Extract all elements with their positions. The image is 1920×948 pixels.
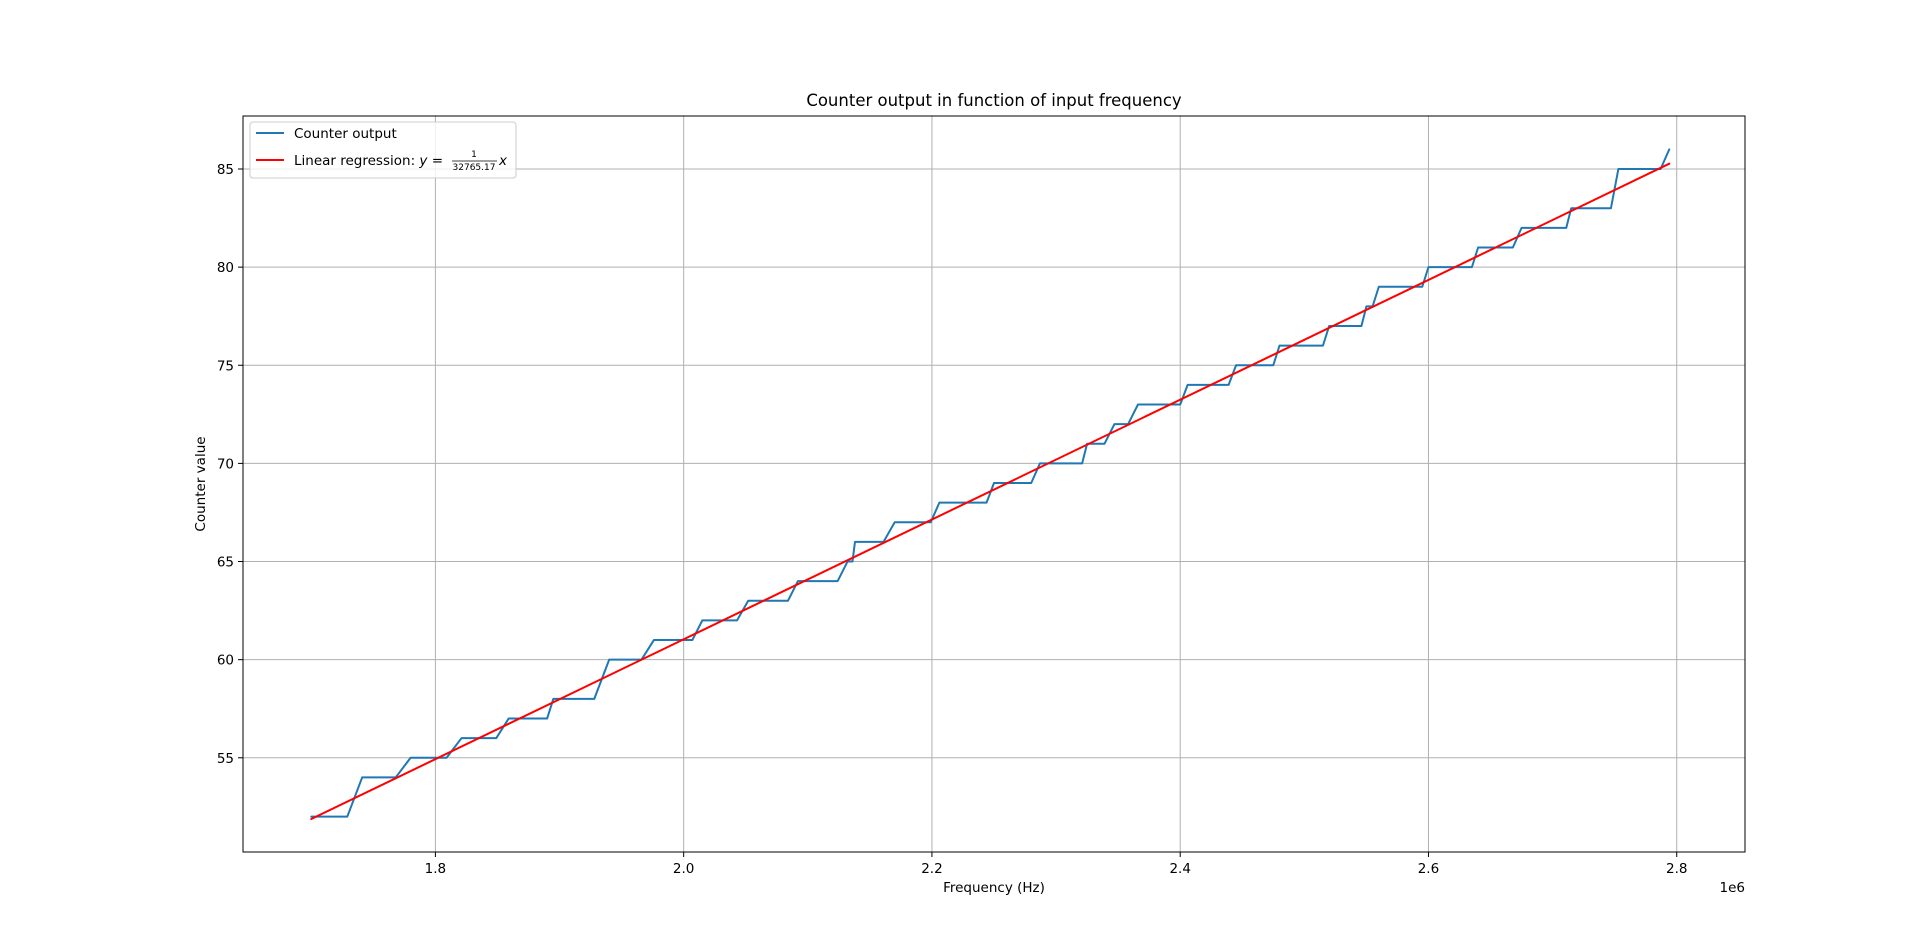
legend-fraction-numerator: 1: [471, 150, 477, 160]
legend-regression-prefix: Linear regression:: [294, 153, 419, 169]
y-tick-label: 55: [217, 751, 234, 767]
x-axis-label: Frequency (Hz): [943, 880, 1045, 896]
chart-title: Counter output in function of input freq…: [806, 91, 1182, 110]
y-tick-label: 85: [217, 162, 234, 178]
x-axis-ticks: 1.8 2.0 2.2 2.4 2.6 2.8: [425, 852, 1687, 877]
x-tick-label: 1.8: [425, 861, 446, 877]
series-layer: [310, 148, 1671, 821]
x-tick-label: 2.0: [673, 861, 694, 877]
x-tick-label: 2.6: [1418, 861, 1439, 877]
y-tick-label: 80: [217, 260, 234, 276]
legend: Counter output Linear regression: y = 1 …: [249, 121, 517, 179]
legend-fraction-denominator: 32765.17: [453, 163, 496, 173]
series-line-counter-output: [310, 148, 1671, 818]
plot-frame: [242, 115, 1746, 853]
y-tick-label: 70: [217, 456, 234, 472]
x-tick-label: 2.8: [1666, 861, 1687, 877]
y-axis-ticks: 55 60 65 70 75 80 85: [217, 162, 243, 767]
y-tick-label: 60: [217, 653, 234, 669]
x-axis-offset-label: 1e6: [1720, 880, 1745, 896]
y-axis-label: Counter value: [193, 436, 209, 531]
legend-label-linear-regression: Linear regression: y =: [294, 153, 443, 169]
series-line-linear-regression: [310, 162, 1671, 821]
x-tick-label: 2.4: [1169, 861, 1190, 877]
legend-regression-rhs: x: [498, 153, 508, 169]
x-tick-label: 2.2: [921, 861, 942, 877]
legend-label-counter-output: Counter output: [294, 126, 397, 142]
y-tick-label: 65: [217, 555, 234, 571]
y-tick-label: 75: [217, 358, 234, 374]
legend-regression-lhs: y =: [418, 153, 443, 169]
legend-box: [249, 121, 517, 179]
